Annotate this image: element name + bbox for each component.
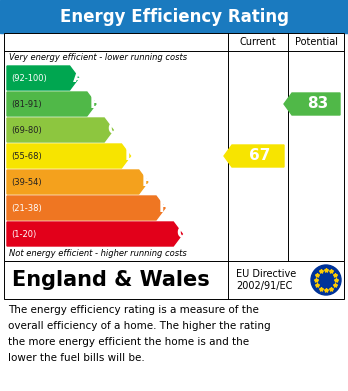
Text: (69-80): (69-80) (11, 126, 42, 135)
Text: Not energy efficient - higher running costs: Not energy efficient - higher running co… (9, 249, 187, 258)
Text: EU Directive: EU Directive (236, 269, 296, 279)
Text: (81-91): (81-91) (11, 99, 42, 108)
Text: The energy efficiency rating is a measure of the: The energy efficiency rating is a measur… (8, 305, 259, 315)
Text: (39-54): (39-54) (11, 178, 42, 187)
Text: 2002/91/EC: 2002/91/EC (236, 281, 292, 291)
Bar (4, 261, 344, 299)
Polygon shape (7, 144, 130, 168)
Text: Potential: Potential (294, 37, 338, 47)
Text: Energy Efficiency Rating: Energy Efficiency Rating (60, 7, 288, 25)
Text: (92-100): (92-100) (11, 74, 47, 83)
Polygon shape (284, 93, 340, 115)
Circle shape (311, 265, 341, 295)
Polygon shape (7, 170, 148, 194)
Text: G: G (176, 226, 189, 242)
Bar (0, 0, 348, 33)
Text: Very energy efficient - lower running costs: Very energy efficient - lower running co… (9, 54, 187, 63)
Polygon shape (7, 92, 96, 116)
Text: (1-20): (1-20) (11, 230, 36, 239)
Text: overall efficiency of a home. The higher the rating: overall efficiency of a home. The higher… (8, 321, 271, 331)
Text: 67: 67 (249, 149, 271, 163)
Text: (21-38): (21-38) (11, 203, 42, 212)
Text: 83: 83 (307, 97, 329, 111)
Text: C: C (107, 122, 118, 138)
Text: England & Wales: England & Wales (12, 270, 210, 290)
Text: (55-68): (55-68) (11, 151, 42, 160)
Text: E: E (142, 174, 152, 190)
Text: the more energy efficient the home is and the: the more energy efficient the home is an… (8, 337, 249, 347)
Polygon shape (7, 196, 165, 220)
Polygon shape (224, 145, 284, 167)
Text: lower the fuel bills will be.: lower the fuel bills will be. (8, 353, 145, 363)
Polygon shape (7, 66, 79, 90)
Text: D: D (125, 149, 137, 163)
Polygon shape (7, 118, 113, 142)
Polygon shape (7, 222, 182, 246)
Bar (4, 33, 344, 261)
Text: F: F (159, 201, 169, 215)
Text: Current: Current (240, 37, 276, 47)
Text: A: A (73, 70, 84, 86)
Text: B: B (90, 97, 102, 111)
